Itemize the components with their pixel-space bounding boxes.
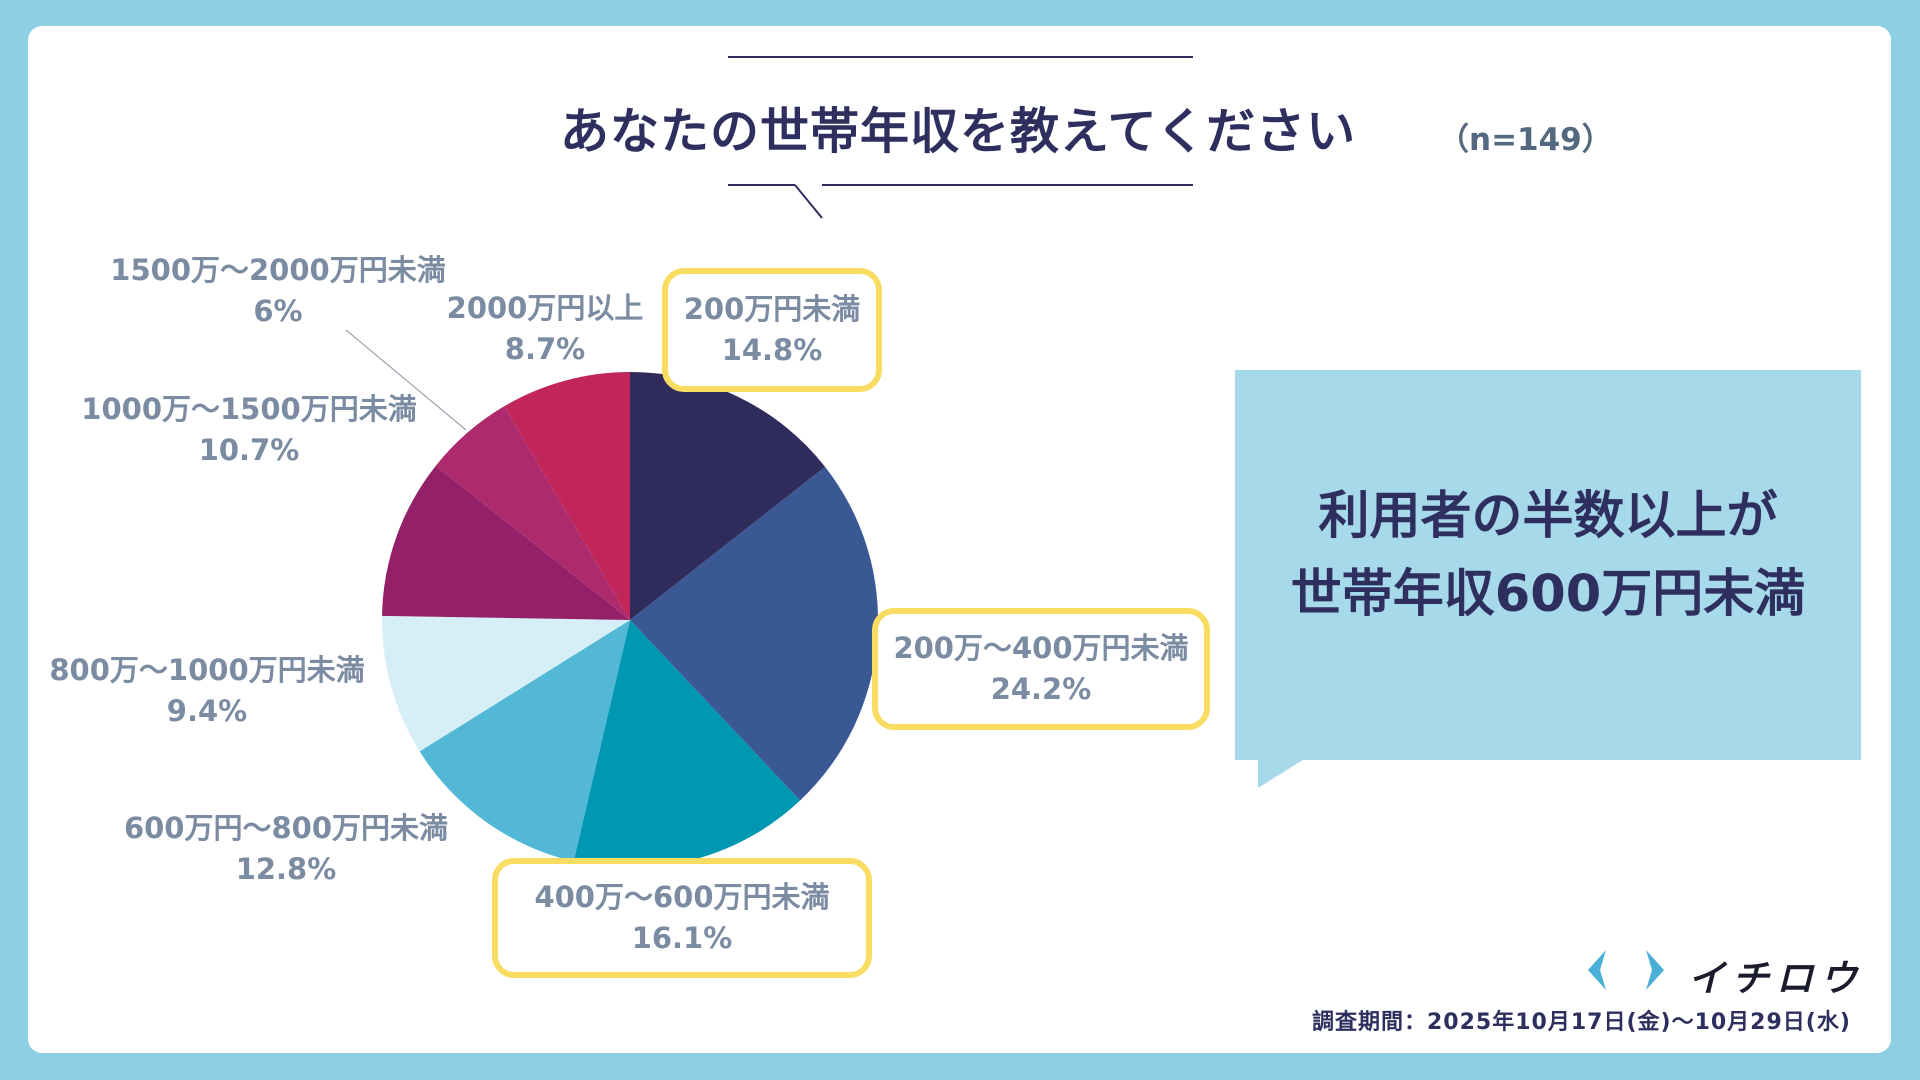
slice-label-0: 200万円未満 14.8% (662, 268, 882, 392)
slice-value: 8.7% (504, 332, 586, 366)
pie-slice-0 (630, 372, 826, 620)
slice-name: 1000万～1500万円未満 (81, 392, 417, 426)
summary-callout-text: 利用者の半数以上が 世帯年収600万円未満 (1235, 478, 1861, 634)
slice-name: 200万～400万円未満 (893, 631, 1189, 665)
slice-name: 200万円未満 (683, 292, 861, 326)
slice-label-5: 1000万～1500万円未満 10.7% (72, 389, 426, 471)
summary-callout (1235, 370, 1861, 760)
slice-label-4: 800万～1000万円未満 9.4% (40, 650, 374, 732)
slice-name: 600万円～800万円未満 (123, 811, 449, 845)
slice-value: 16.1% (631, 921, 733, 955)
brand-name: イチロウ (1688, 957, 1864, 1000)
pie-slice-2 (573, 620, 801, 868)
slice-label-3: 600万円～800万円未満 12.8% (108, 808, 464, 890)
slice-name: 2000万円以上 (446, 291, 644, 325)
slice-value: 6% (253, 294, 303, 328)
slice-name: 1500万～2000万円未満 (110, 253, 446, 287)
slice-value: 24.2% (990, 672, 1092, 706)
chart-title: あなたの世帯年収を教えてください (560, 103, 1357, 160)
survey-period: 調査期間：2025年10月17日(金)～10月29日(水) (1312, 1010, 1851, 1035)
slice-label-7: 2000万円以上 8.7% (436, 288, 654, 370)
slice-label-1: 200万～400万円未満 24.2% (872, 608, 1210, 730)
sample-size: （n=149） (1438, 122, 1613, 158)
pie-slice-1 (630, 466, 878, 801)
pie-slice-3 (419, 620, 630, 862)
slice-value: 10.7% (198, 433, 300, 467)
pie-slice-6 (435, 406, 630, 620)
slice-value: 9.4% (166, 694, 248, 728)
slice-label-2: 400万～600万円未満 16.1% (492, 858, 872, 978)
callout-tail (1258, 758, 1306, 788)
leader-line (345, 329, 467, 431)
slice-value: 12.8% (235, 852, 337, 886)
callout-line-2: 世帯年収600万円未満 (1290, 565, 1806, 624)
pie-slice-7 (504, 372, 630, 620)
brand-mark-icon (1588, 950, 1664, 990)
slice-value: 14.8% (721, 333, 823, 367)
slice-name: 800万～1000万円未満 (49, 653, 365, 687)
pie-slice-4 (382, 615, 630, 752)
callout-line-1: 利用者の半数以上が (1318, 487, 1778, 546)
slice-label-6: 1500万～2000万円未満 6% (98, 250, 458, 332)
pie-slice-5 (382, 465, 630, 620)
slice-name: 400万～600万円未満 (534, 880, 830, 914)
